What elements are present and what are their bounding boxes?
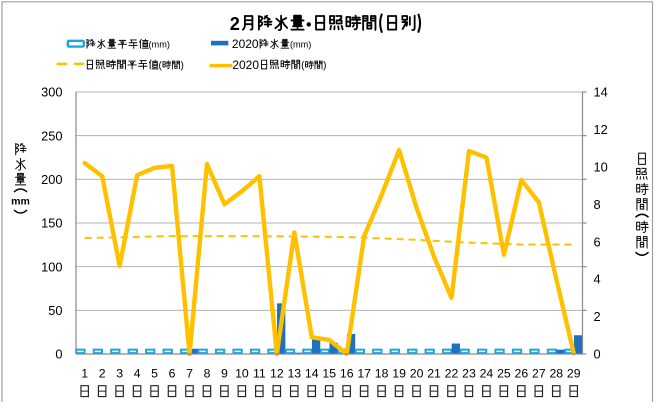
svg-text:29: 29 [567,366,581,380]
svg-text:25: 25 [497,366,511,380]
svg-text:5: 5 [151,366,158,380]
svg-text:3: 3 [116,366,123,380]
svg-text:2: 2 [230,14,240,34]
svg-text:6: 6 [594,234,601,249]
svg-text:2: 2 [99,366,106,380]
svg-text:(: ( [159,60,163,71]
svg-text:4: 4 [134,366,141,380]
svg-text:mm: mm [11,196,30,208]
svg-text:12: 12 [594,122,608,137]
svg-text:17: 17 [357,366,371,380]
svg-text:19: 19 [392,366,406,380]
svg-text:100: 100 [41,259,62,274]
svg-text:): ) [181,60,184,71]
svg-text:300: 300 [41,85,62,100]
svg-text:0: 0 [594,347,601,362]
svg-text:11: 11 [253,366,266,380]
svg-text:20: 20 [410,366,424,380]
svg-text:50: 50 [48,303,62,318]
svg-text:4: 4 [594,272,601,287]
svg-text:6: 6 [169,366,176,380]
svg-text:7: 7 [186,366,193,380]
svg-text:14: 14 [594,85,608,100]
svg-text:22: 22 [445,366,459,380]
svg-text:1: 1 [81,366,88,380]
svg-text:16: 16 [340,366,354,380]
svg-text:200: 200 [41,172,62,187]
svg-text:15: 15 [322,366,336,380]
svg-text:(: ( [301,60,305,71]
svg-text:14: 14 [305,366,319,380]
svg-text:250: 250 [41,128,62,143]
svg-text:(mm): (mm) [290,40,311,50]
svg-text:2: 2 [594,309,601,324]
svg-text:8: 8 [594,197,601,212]
svg-text:26: 26 [515,366,529,380]
svg-text:10: 10 [235,366,249,380]
svg-text:2020: 2020 [232,37,259,51]
svg-text:23: 23 [462,366,476,380]
svg-text:24: 24 [480,366,494,380]
svg-text:27: 27 [532,366,546,380]
svg-text:12: 12 [270,366,284,380]
svg-text:18: 18 [375,366,389,380]
svg-text:13: 13 [287,366,301,380]
svg-text:2020: 2020 [232,58,259,72]
svg-text:10: 10 [594,159,608,174]
svg-text:(mm): (mm) [149,40,170,50]
svg-text:): ) [323,60,326,71]
svg-text:21: 21 [427,366,441,380]
svg-text:8: 8 [204,366,211,380]
svg-text:150: 150 [41,216,62,231]
svg-text:0: 0 [55,347,62,362]
svg-text:9: 9 [221,366,228,380]
svg-text:28: 28 [549,366,563,380]
